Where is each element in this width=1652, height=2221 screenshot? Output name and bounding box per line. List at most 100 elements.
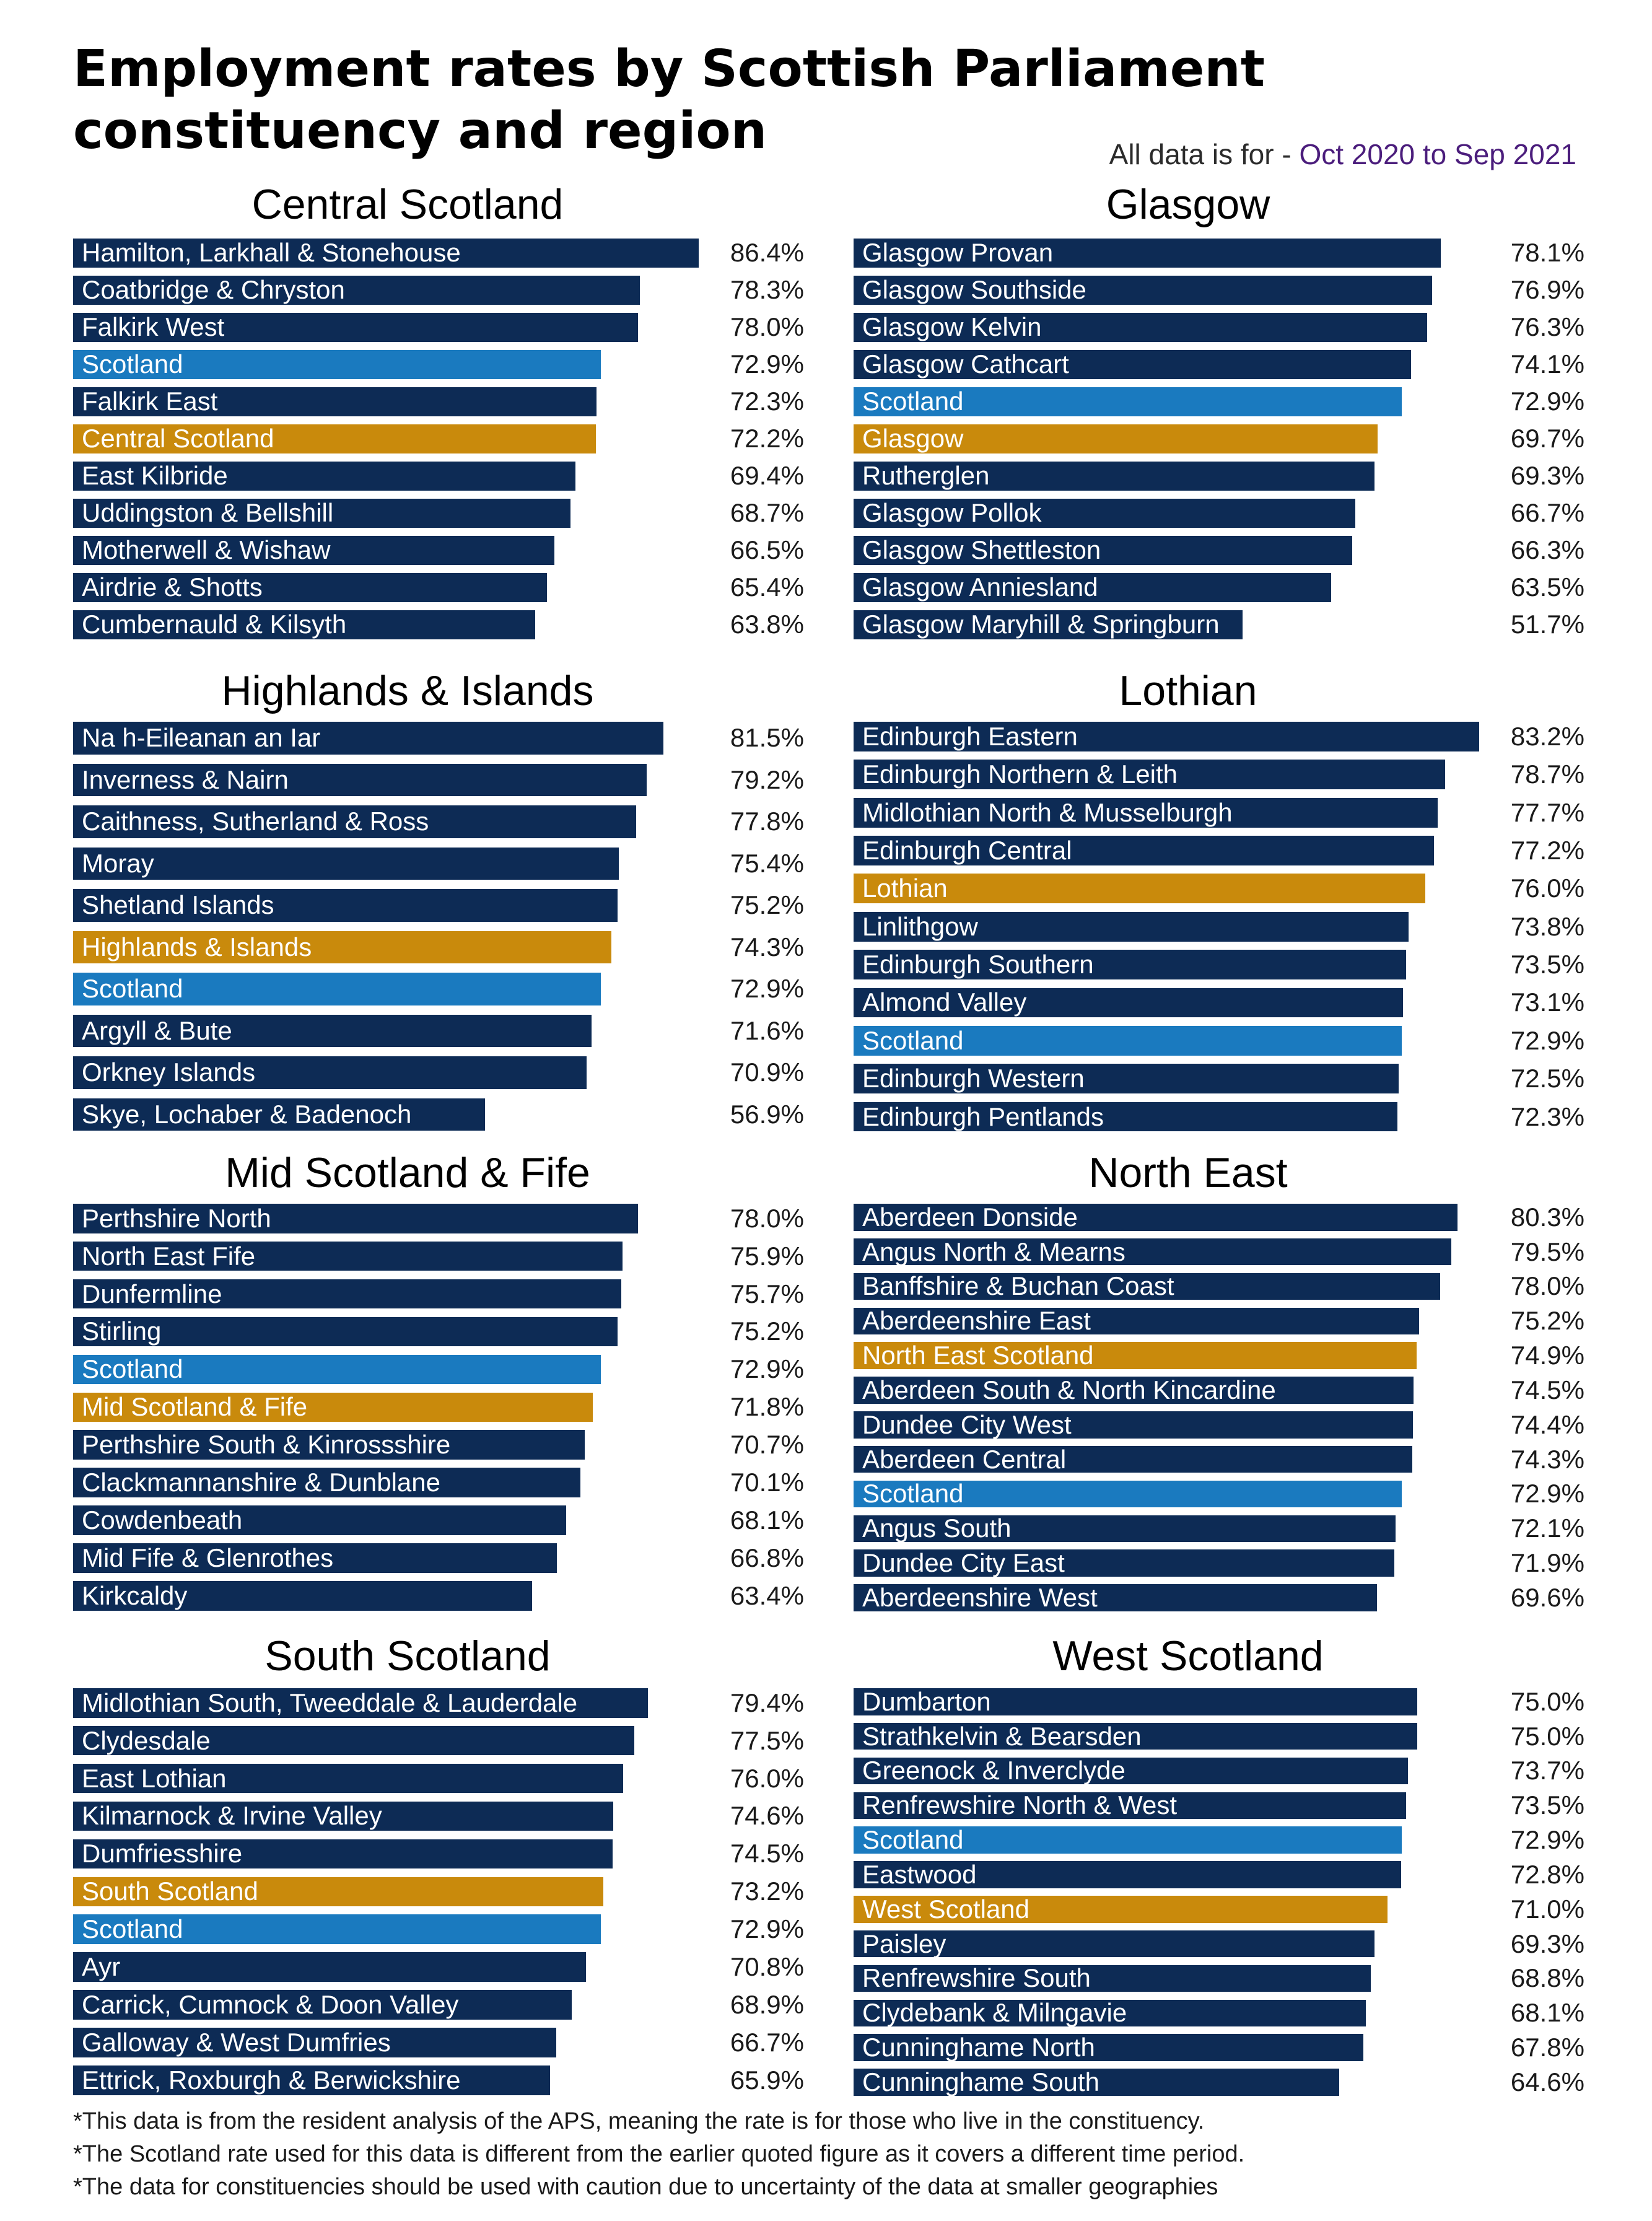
value-label: 76.9% — [1510, 275, 1584, 305]
bar: Midlothian North & Musselburgh — [854, 798, 1438, 828]
bar: Edinburgh Southern — [854, 950, 1407, 980]
value-label: 71.0% — [1510, 1894, 1584, 1924]
value-label: 77.8% — [730, 807, 804, 836]
bar-label: Scotland — [862, 387, 964, 416]
bar: Moray — [73, 847, 619, 880]
bar: Aberdeen Central — [854, 1445, 1412, 1474]
value-label: 67.8% — [1510, 2033, 1584, 2062]
bar: Perthshire North — [73, 1204, 638, 1233]
value-label: 75.2% — [730, 1316, 804, 1346]
bar: Highlands & Islands — [73, 931, 611, 964]
value-label: 66.7% — [730, 2027, 804, 2057]
bar-label: Hamilton, Larkhall & Stonehouse — [82, 238, 461, 268]
bar: Airdrie & Shotts — [73, 572, 547, 602]
value-label: 72.9% — [1510, 387, 1584, 416]
bar-label: Shetland Islands — [82, 890, 274, 920]
bar-label: Strathkelvin & Bearsden — [862, 1721, 1142, 1751]
bar-label: Skye, Lochaber & Badenoch — [82, 1099, 412, 1129]
bar-label: Dundee City West — [862, 1409, 1072, 1439]
bar: Lothian — [854, 874, 1425, 904]
value-label: 72.9% — [1510, 1825, 1584, 1855]
bar: Stirling — [73, 1316, 618, 1347]
value-label: 73.5% — [1510, 1790, 1584, 1820]
value-label: 51.7% — [1510, 610, 1584, 639]
bar: Scotland — [73, 973, 601, 1005]
bar: Glasgow — [854, 424, 1378, 453]
value-label: 79.5% — [1510, 1237, 1584, 1266]
bar-label: Falkirk East — [82, 387, 218, 416]
bar: Clydesdale — [73, 1726, 634, 1756]
footnotes: *This data is from the resident analysis… — [73, 2105, 1584, 2204]
value-label: 86.4% — [730, 238, 804, 268]
bar: South Scotland — [73, 1877, 603, 1907]
bar: Caithness, Sutherland & Ross — [73, 805, 637, 838]
chart-title: West Scotland — [1052, 1632, 1324, 1680]
bar-label: Kilmarnock & Irvine Valley — [82, 1801, 382, 1831]
bar-label: Airdrie & Shotts — [82, 572, 263, 602]
bar: Scotland — [854, 1479, 1402, 1508]
bar-label: Mid Scotland & Fife — [82, 1392, 308, 1422]
bar: Greenock & Inverclyde — [854, 1756, 1408, 1785]
bar-label: Clackmannanshire & Dunblane — [82, 1468, 440, 1497]
bar: Scotland — [73, 1914, 601, 1944]
bar-label: Angus North & Mearns — [862, 1237, 1125, 1266]
bar-area: Hamilton, Larkhall & Stonehouse 86.4% Coat… — [73, 238, 804, 647]
value-label: 78.1% — [1510, 238, 1584, 268]
bar-label: Central Scotland — [82, 424, 274, 453]
value-label: 72.9% — [730, 1914, 804, 1944]
bar: Glasgow Southside — [854, 275, 1432, 305]
bar: Falkirk West — [73, 312, 638, 342]
value-label: 75.9% — [730, 1241, 804, 1271]
value-label: 73.2% — [730, 1877, 804, 1906]
value-label: 70.1% — [730, 1468, 804, 1497]
value-label: 63.8% — [730, 610, 804, 639]
value-label: 76.3% — [1510, 312, 1584, 342]
bar-label: Glasgow Provan — [862, 238, 1054, 268]
bar-label: Angus South — [862, 1514, 1012, 1543]
value-label: 72.9% — [730, 1354, 804, 1384]
value-label: 68.7% — [730, 498, 804, 528]
value-label: 70.8% — [730, 1952, 804, 1982]
bar: Clackmannanshire & Dunblane — [73, 1468, 581, 1497]
bar: Cunninghame North — [854, 2033, 1364, 2062]
bar-label: Cunninghame North — [862, 2033, 1095, 2062]
bar: Strathkelvin & Bearsden — [854, 1721, 1418, 1751]
value-label: 63.5% — [1510, 572, 1584, 602]
bar-label: Linlithgow — [862, 911, 978, 941]
page-title: Employment rates by Scottish Parliament … — [73, 40, 1265, 160]
value-label: 68.9% — [730, 1990, 804, 2020]
bar: Glasgow Pollok — [854, 498, 1355, 528]
value-label: 56.9% — [730, 1099, 804, 1129]
value-label: 78.0% — [730, 1203, 804, 1233]
bar-label: North East Scotland — [862, 1341, 1094, 1370]
value-label: 72.1% — [1510, 1514, 1584, 1543]
bar-label: Lothian — [862, 874, 948, 903]
bar-label: Glasgow Maryhill & Springburn — [862, 610, 1220, 639]
bar-label: Cunninghame South — [862, 2067, 1099, 2096]
bar-label: Glasgow Shettleston — [862, 535, 1101, 565]
value-label: 75.2% — [730, 890, 804, 920]
bar: Aberdeen South & North Kincardine — [854, 1375, 1414, 1404]
bar: Scotland — [854, 1026, 1402, 1056]
bar: Linlithgow — [854, 912, 1409, 942]
bar-label: Cowdenbeath — [82, 1505, 243, 1535]
bar: Edinburgh Western — [854, 1064, 1399, 1094]
value-label: 64.6% — [1510, 2067, 1584, 2096]
value-label: 68.1% — [1510, 1998, 1584, 2028]
value-label: 74.5% — [730, 1839, 804, 1868]
value-label: 71.9% — [1510, 1548, 1584, 1578]
value-label: 75.4% — [730, 848, 804, 878]
value-label: 79.2% — [730, 764, 804, 794]
bar: Edinburgh Northern & Leith — [854, 760, 1446, 790]
bar-label: Renfrewshire North & West — [862, 1790, 1178, 1820]
bar-label: North East Fife — [82, 1241, 256, 1271]
bar-label: Glasgow — [862, 424, 964, 453]
bar-label: Glasgow Anniesland — [862, 572, 1098, 602]
bar-label: Dunfermline — [82, 1279, 222, 1308]
bar: Shetland Islands — [73, 889, 618, 922]
bar-label: Edinburgh Western — [862, 1064, 1085, 1093]
footnote: *This data is from the resident analysis… — [73, 2108, 1205, 2134]
value-label: 74.5% — [1510, 1375, 1584, 1404]
bar: Perthshire South & Kinrossshire — [73, 1430, 585, 1460]
value-label: 74.3% — [1510, 1444, 1584, 1474]
